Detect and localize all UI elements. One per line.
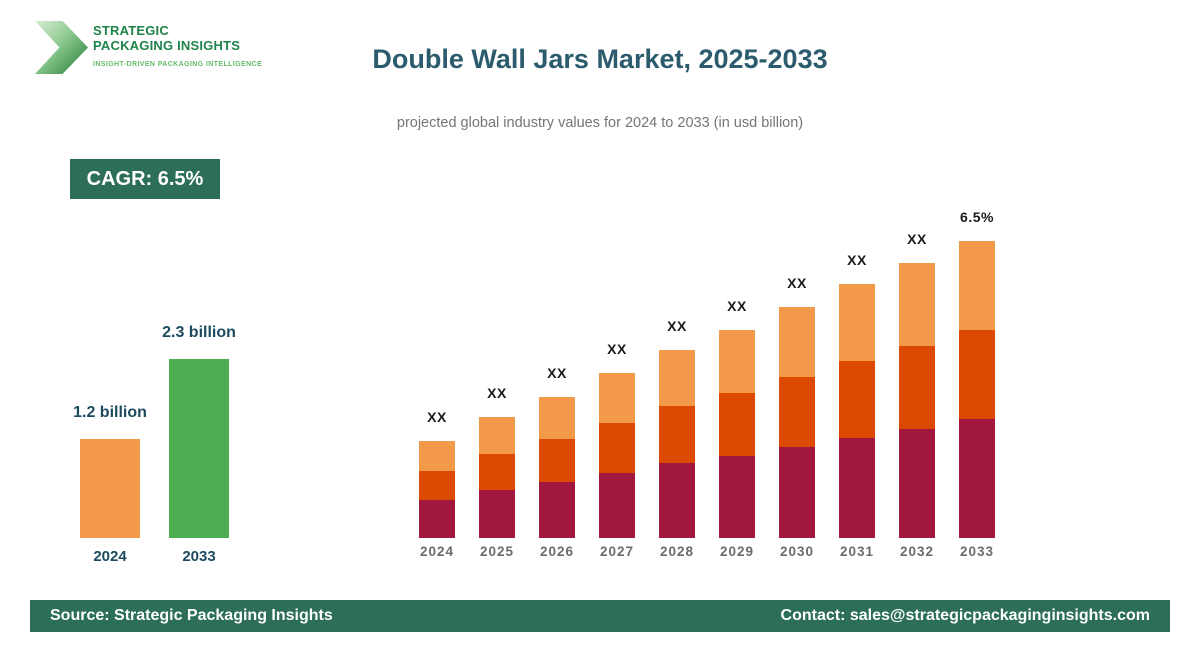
mini-bar-2024: [80, 439, 140, 538]
top-segment: [959, 241, 995, 330]
axis-label-2025: 2025: [479, 544, 515, 559]
top-segment: [779, 307, 815, 377]
stacked-bar-2025: [479, 417, 515, 538]
mini-bar-value-label: 1.2 billion: [73, 404, 147, 421]
bottom-segment: [479, 490, 515, 538]
bar-value-label-2027: XX: [607, 341, 627, 357]
bar-value-label-2032: XX: [907, 231, 927, 247]
footer-source: Source: Strategic Packaging Insights: [50, 607, 333, 624]
stacked-bar-2033: [959, 241, 995, 538]
stacked-bar-2024: [419, 441, 455, 538]
middle-segment: [779, 377, 815, 447]
cagr-badge: CAGR: 6.5%: [70, 159, 220, 199]
bar-value-label-2025: XX: [487, 385, 507, 401]
axis-label-2033: 2033: [959, 544, 995, 559]
top-segment: [839, 284, 875, 361]
logo-line2: PACKAGING INSIGHTS: [93, 38, 241, 53]
logo-tagline: INSIGHT-DRIVEN PACKAGING INTELLIGENCE: [93, 61, 263, 68]
logo-line1: STRATEGIC: [93, 23, 169, 38]
middle-segment: [479, 454, 515, 490]
bottom-segment: [419, 500, 455, 538]
footer-bar: Source: Strategic Packaging Insights Con…: [30, 600, 1170, 632]
bottom-segment: [779, 447, 815, 538]
logo: STRATEGIC PACKAGING INSIGHTS INSIGHT-DRI…: [35, 21, 262, 74]
bar-value-label-2029: XX: [727, 298, 747, 314]
mini-bar-2033: [169, 359, 229, 538]
stacked-bar-2030: [779, 307, 815, 538]
stacked-bar-2032: [899, 263, 935, 538]
stacked-bar-2029: [719, 330, 755, 538]
bottom-segment: [539, 482, 575, 538]
footer-contact: Contact: sales@strategicpackaginginsight…: [780, 607, 1150, 624]
bottom-segment: [839, 438, 875, 538]
mini-axis-label-2033: 2033: [182, 548, 216, 565]
middle-segment: [599, 423, 635, 473]
axis-label-2024: 2024: [419, 544, 455, 559]
bottom-segment: [899, 429, 935, 538]
top-segment: [899, 263, 935, 346]
middle-segment: [659, 406, 695, 463]
middle-segment: [419, 471, 455, 500]
page-subtitle: projected global industry values for 202…: [396, 115, 804, 131]
bar-value-label-2024: XX: [427, 409, 447, 425]
bottom-segment: [959, 419, 995, 538]
top-segment: [419, 441, 455, 471]
top-segment: [599, 373, 635, 423]
middle-segment: [539, 439, 575, 482]
axis-label-2027: 2027: [599, 544, 635, 559]
growth-summary-chart: 1.2 billion 2024 2.3 billion 2033: [73, 320, 236, 565]
stacked-bar-2031: [839, 284, 875, 538]
axis-label-2029: 2029: [719, 544, 755, 559]
axis-label-2031: 2031: [839, 544, 875, 559]
mini-axis-label-2024: 2024: [93, 548, 127, 565]
bar-value-label-2030: XX: [787, 275, 807, 291]
top-segment: [479, 417, 515, 454]
middle-segment: [899, 346, 935, 429]
logo-text: STRATEGIC PACKAGING INSIGHTS INSIGHT-DRI…: [93, 21, 262, 68]
bar-value-label-2033: 6.5%: [960, 209, 994, 225]
page-title: Double Wall Jars Market, 2025-2033: [372, 44, 828, 74]
middle-segment: [719, 393, 755, 456]
top-segment: [659, 350, 695, 406]
yearly-forecast-chart: XX 2024 XX 2025 XX 2026 XX 2027 XX 2028 XX 2029 XX 20…: [419, 200, 999, 559]
bar-value-label-2028: XX: [667, 318, 687, 334]
axis-label-2030: 2030: [779, 544, 815, 559]
stacked-bar-2026: [539, 397, 575, 538]
bar-value-label-2026: XX: [547, 365, 567, 381]
middle-segment: [959, 330, 995, 419]
stacked-bar-2027: [599, 373, 635, 538]
mini-bar-value-label: 2.3 billion: [162, 324, 236, 341]
stacked-bar-2028: [659, 350, 695, 538]
bottom-segment: [599, 473, 635, 538]
bottom-segment: [719, 456, 755, 538]
bottom-segment: [659, 463, 695, 538]
axis-label-2032: 2032: [899, 544, 935, 559]
top-segment: [539, 397, 575, 439]
axis-label-2028: 2028: [659, 544, 695, 559]
bar-value-label-2031: XX: [847, 252, 867, 268]
middle-segment: [839, 361, 875, 438]
top-segment: [719, 330, 755, 393]
axis-label-2026: 2026: [539, 544, 575, 559]
